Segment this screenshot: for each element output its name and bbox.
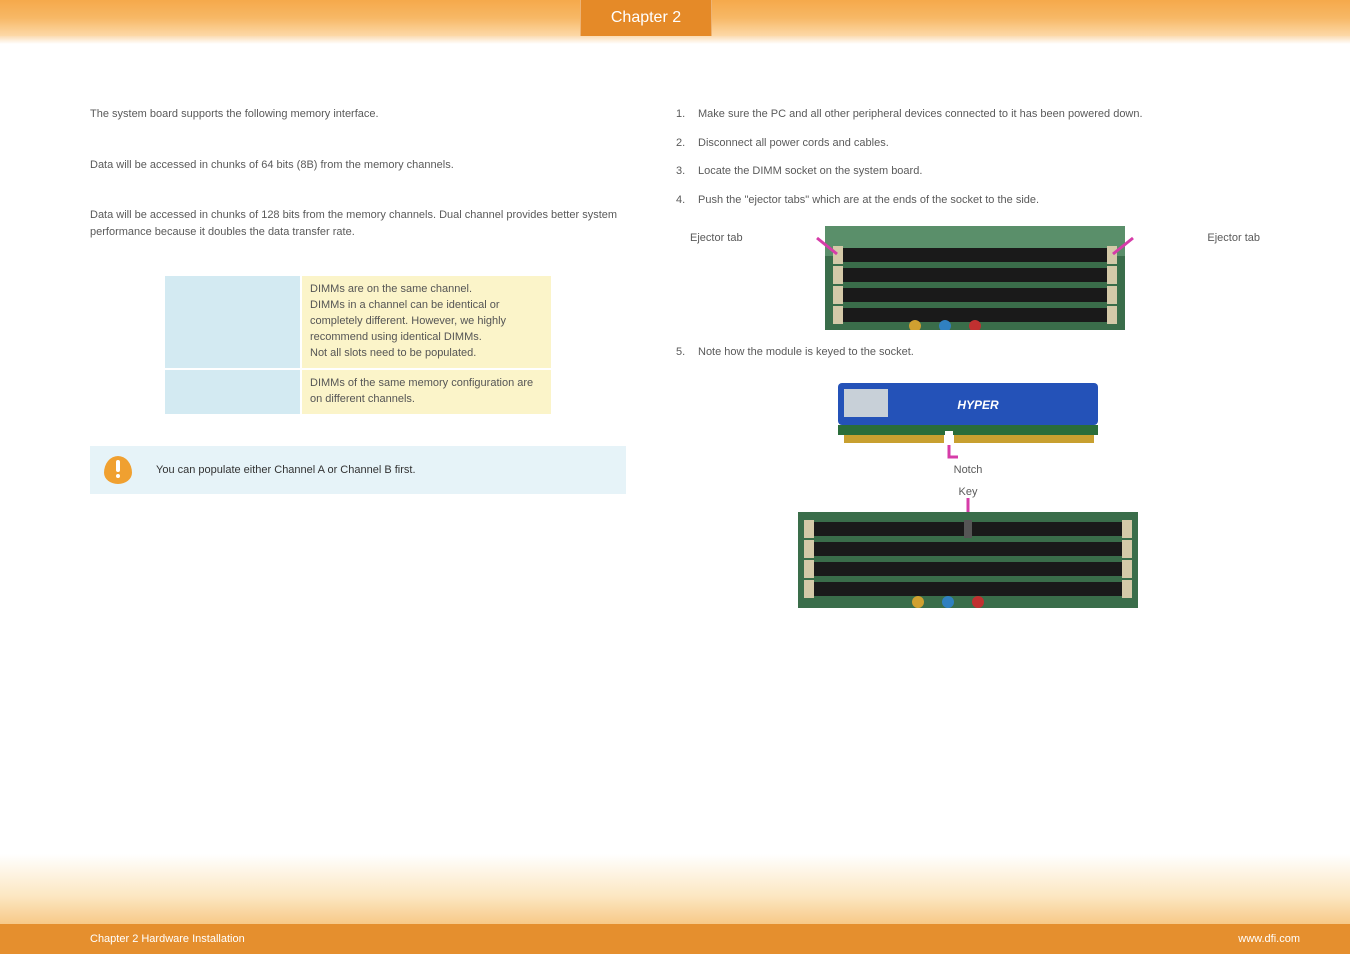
- bottom-gradient: [0, 854, 1350, 924]
- footer-right: www.dfi.com: [1238, 933, 1300, 945]
- table-row: DIMMs are on the same channel. DIMMs in …: [165, 276, 551, 368]
- table-cell-blue: [165, 276, 300, 368]
- note-text: You can populate either Channel A or Cha…: [156, 464, 416, 476]
- step-item: Note how the module is keyed to the sock…: [676, 344, 1260, 361]
- dimm-socket-illustration: [765, 226, 1185, 330]
- table-cell-yellow: DIMMs are on the same channel. DIMMs in …: [302, 276, 551, 368]
- socket-figure: Ejector tab Ejector tab: [690, 226, 1260, 330]
- step-item: Disconnect all power cords and cables.: [676, 135, 1260, 152]
- content-area: The system board supports the following …: [0, 36, 1350, 611]
- right-column: Make sure the PC and all other periphera…: [676, 106, 1260, 611]
- single-channel-desc: Data will be accessed in chunks of 64 bi…: [90, 157, 626, 174]
- install-steps: Make sure the PC and all other periphera…: [676, 106, 1260, 208]
- ejector-label-left: Ejector tab: [690, 232, 743, 244]
- footer: Chapter 2 Hardware Installation www.dfi.…: [0, 924, 1350, 954]
- table-cell-yellow: DIMMs of the same memory configuration a…: [302, 370, 551, 414]
- memory-module-illustration: HYPER: [818, 375, 1118, 461]
- note-box: You can populate either Channel A or Cha…: [90, 446, 626, 494]
- top-bar: Chapter 2: [0, 0, 1350, 36]
- table-row: DIMMs of the same memory configuration a…: [165, 370, 551, 414]
- svg-text:HYPER: HYPER: [957, 398, 999, 412]
- intro-paragraph: The system board supports the following …: [90, 106, 626, 123]
- table-text: DIMMs in a channel can be identical or c…: [310, 299, 506, 343]
- chapter-label: Chapter 2: [580, 0, 712, 36]
- notch-label: Notch: [676, 464, 1260, 476]
- channel-table: DIMMs are on the same channel. DIMMs in …: [163, 274, 553, 416]
- left-column: The system board supports the following …: [90, 106, 626, 611]
- table-cell-blue: [165, 370, 300, 414]
- step-item: Locate the DIMM socket on the system boa…: [676, 163, 1260, 180]
- key-label: Key: [676, 486, 1260, 498]
- module-key-figure: HYPER Notch Key: [676, 375, 1260, 611]
- ejector-label-right: Ejector tab: [1207, 232, 1260, 244]
- dual-channel-desc: Data will be accessed in chunks of 128 b…: [90, 207, 626, 240]
- alert-icon: [104, 456, 132, 484]
- footer-left: Chapter 2 Hardware Installation: [90, 933, 245, 945]
- step-item: Make sure the PC and all other periphera…: [676, 106, 1260, 123]
- socket-key-illustration: [788, 498, 1148, 608]
- table-text: Not all slots need to be populated.: [310, 347, 476, 359]
- table-text: DIMMs are on the same channel.: [310, 283, 472, 295]
- step-item: Push the "ejector tabs" which are at the…: [676, 192, 1260, 209]
